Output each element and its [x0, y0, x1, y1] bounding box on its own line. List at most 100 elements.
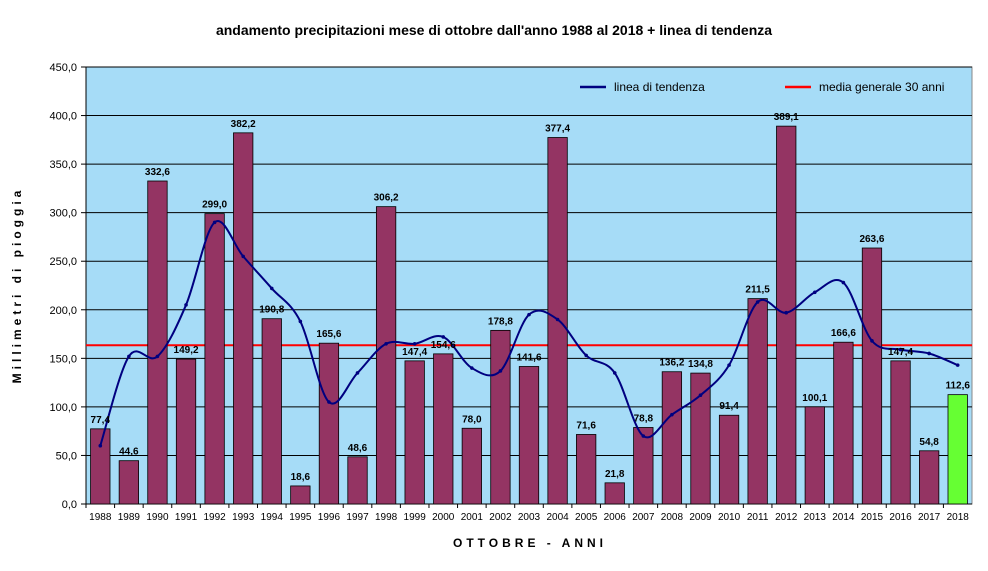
x-tick-label: 1990	[146, 512, 169, 523]
x-tick-label: 2014	[832, 512, 855, 523]
x-tick-label: 1991	[175, 512, 198, 523]
bar	[404, 360, 425, 505]
bar	[576, 434, 597, 505]
bar	[947, 394, 968, 505]
trend-point	[755, 300, 760, 304]
bar	[604, 482, 625, 505]
trend-point	[670, 412, 674, 417]
y-axis-label: Millimetri di pioggia	[10, 187, 24, 384]
y-tick-label: 450,0	[49, 62, 77, 74]
bar-data-label: 178,8	[488, 316, 513, 327]
bar	[433, 353, 454, 505]
y-tick-label: 150,0	[49, 353, 77, 365]
bar	[461, 427, 482, 505]
x-tick-label: 2016	[889, 512, 912, 523]
x-tick-label: 1995	[289, 512, 312, 523]
x-tick-label: 2011	[747, 512, 769, 523]
bar	[175, 358, 197, 505]
x-tick-label: 1999	[404, 512, 427, 523]
y-tick-label: 100,0	[49, 402, 77, 414]
trend-point	[498, 369, 503, 373]
bar-data-label: 136,2	[659, 358, 684, 369]
bar-data-label: 18,6	[291, 472, 311, 483]
bar-data-label: 377,4	[545, 124, 570, 135]
x-tick-label: 2000	[432, 512, 455, 523]
bar-data-label: 147,4	[402, 347, 427, 358]
bar-data-label: 149,2	[174, 345, 199, 356]
chart-title: andamento precipitazioni mese di ottobre…	[216, 22, 772, 38]
bar	[861, 247, 883, 505]
bar-data-label: 389,1	[774, 112, 799, 123]
trend-point	[355, 371, 360, 375]
bar	[90, 428, 111, 505]
trend-line-group	[98, 220, 960, 448]
bar	[833, 341, 854, 505]
bar	[290, 485, 311, 505]
x-tick-label: 2008	[661, 512, 684, 523]
x-tick-label: 2007	[632, 512, 655, 523]
bar	[318, 342, 340, 505]
x-tick-label: 1998	[375, 512, 398, 523]
x-axis-label: OTTOBRE - ANNI	[453, 536, 607, 550]
x-tick-label: 1992	[203, 512, 226, 523]
bar-data-label: 134,8	[688, 359, 713, 370]
x-axis-ticks: 1988 1989 1990 1991 1992 1993 1994 1995 1996 1997…	[85, 504, 969, 523]
bar-data-label: 306,2	[374, 193, 399, 204]
trend-point	[269, 286, 274, 291]
bar	[204, 213, 225, 505]
bar-data-label: 77,4	[91, 415, 111, 426]
x-tick-label: 1997	[346, 512, 369, 523]
bar-data-label: 100,1	[802, 393, 827, 404]
trend-point	[441, 335, 446, 339]
bar	[690, 372, 711, 505]
bar-data-label: 48,6	[348, 443, 368, 454]
x-tick-label: 2001	[461, 512, 484, 523]
bar-data-label: 332,6	[145, 167, 170, 178]
trend-point	[612, 371, 617, 375]
y-tick-label: 300,0	[49, 208, 77, 220]
trend-point	[327, 400, 331, 404]
trend-point	[955, 363, 960, 367]
bar-data-label: 78,8	[634, 413, 654, 424]
x-tick-label: 1994	[261, 512, 284, 523]
bar-data-label: 190,8	[259, 305, 284, 316]
x-tick-label: 2003	[518, 512, 541, 523]
trend-point	[298, 319, 303, 324]
bar	[518, 366, 540, 505]
bar	[747, 298, 768, 505]
bar-data-label: 154,6	[431, 340, 456, 351]
bar	[776, 125, 797, 505]
legend: linea di tendenza media generale 30 anni	[580, 80, 944, 94]
trend-point	[641, 434, 646, 438]
y-tick-label: 0,0	[62, 499, 77, 511]
legend-mean-label: media generale 30 anni	[819, 80, 944, 94]
bar-data-label: 112,6	[945, 381, 970, 392]
bar	[233, 132, 254, 505]
trend-point	[870, 339, 874, 343]
bar-data-label: 165,6	[316, 329, 341, 340]
x-tick-label: 1996	[318, 512, 341, 523]
trend-point	[412, 341, 417, 346]
trend-point	[898, 347, 903, 352]
bar-data-label: 78,0	[462, 414, 482, 425]
x-tick-label: 2002	[489, 512, 512, 523]
bar-data-label: 21,8	[605, 469, 625, 480]
trend-point	[127, 354, 131, 359]
y-axis-ticks: 0,0 50,0 100,0 150,0 200,0 250,0 300,0 350,0 400…	[49, 62, 972, 511]
bar-data-label: 91,4	[719, 401, 739, 412]
bar	[375, 206, 397, 505]
bar-data-label: 147,4	[888, 347, 913, 358]
bars	[90, 125, 968, 505]
x-tick-label: 1989	[118, 512, 141, 523]
bar-data-label: 263,6	[859, 234, 884, 245]
trend-point	[813, 290, 817, 295]
bar-data-label: 211,5	[745, 285, 770, 296]
bar	[804, 406, 825, 505]
data-labels: 77,4 44,6 332,6 149,2 299,0 382,2 190,8 18,6 165…	[91, 112, 971, 483]
x-tick-label: 1988	[89, 512, 112, 523]
bar-data-label: 166,6	[831, 328, 856, 339]
trend-point	[527, 312, 531, 317]
bar-data-label: 44,6	[119, 447, 139, 458]
trend-point	[184, 303, 188, 307]
